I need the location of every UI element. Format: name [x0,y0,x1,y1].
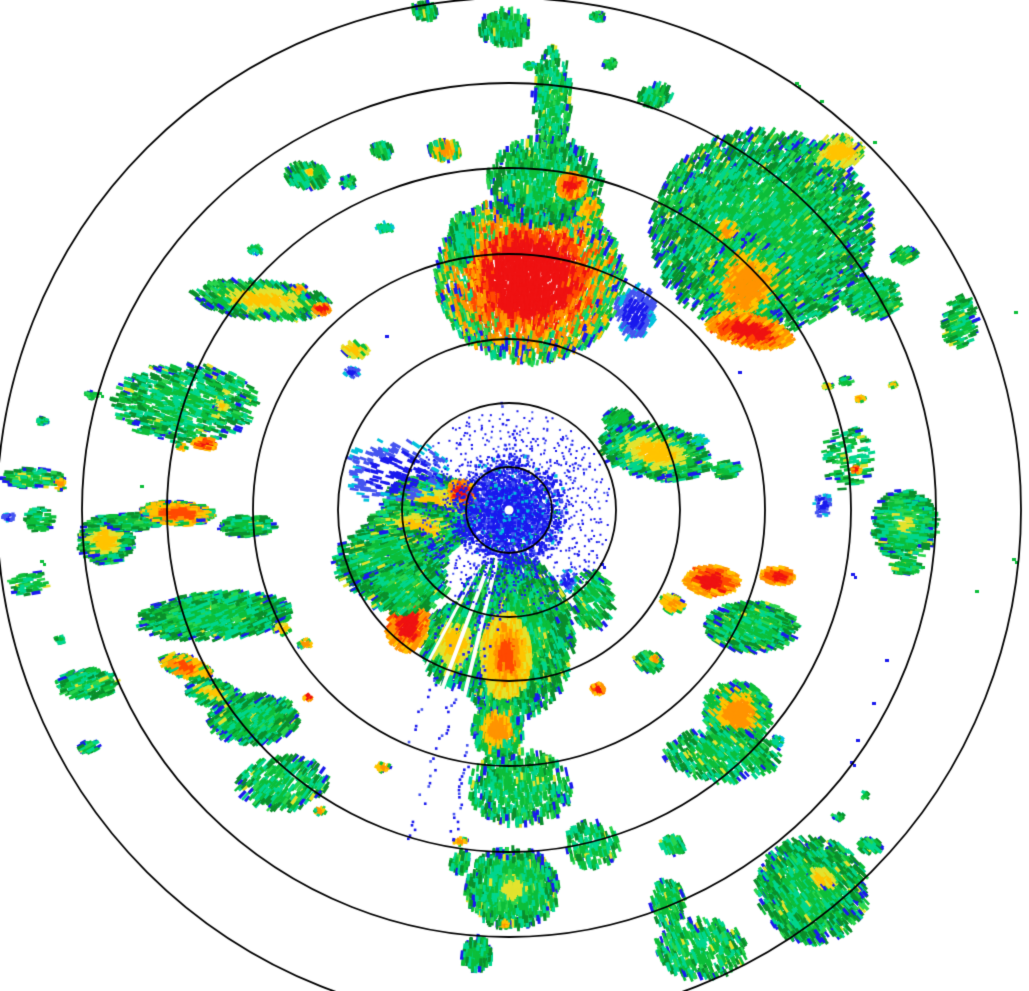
radar-display [0,0,1029,991]
radar-ppi-canvas [0,0,1029,991]
